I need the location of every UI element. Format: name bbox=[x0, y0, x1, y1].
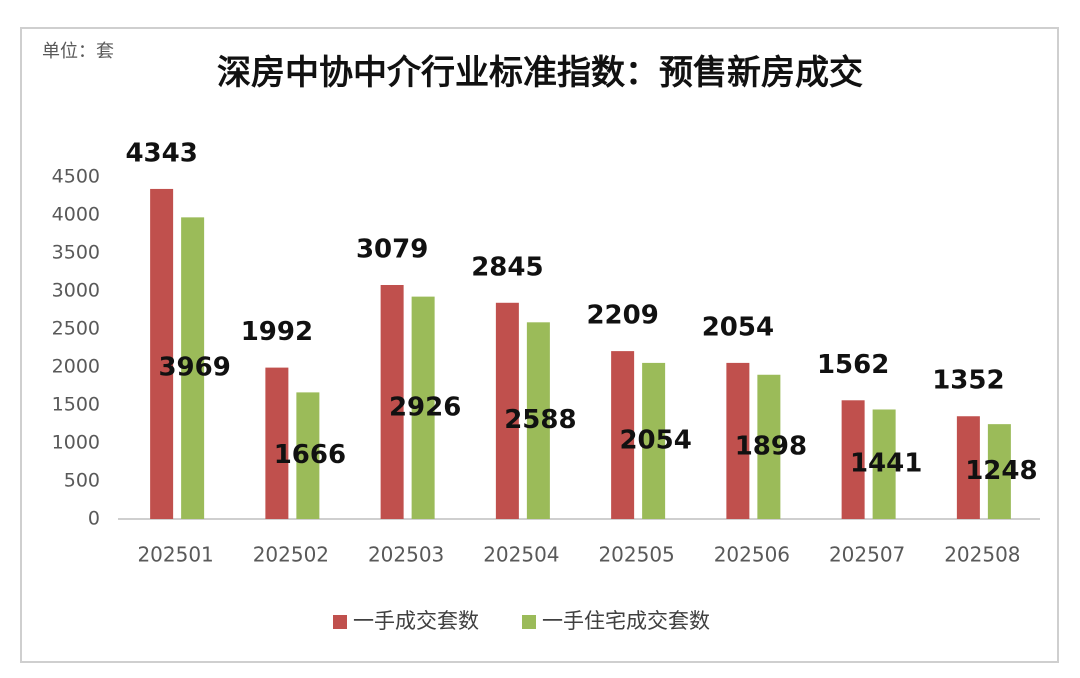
legend-swatch bbox=[522, 615, 536, 629]
chart-title: 深房中协中介行业标准指数：预售新房成交 bbox=[217, 53, 863, 93]
bar bbox=[841, 400, 865, 519]
x-tick-label: 202503 bbox=[368, 543, 444, 567]
value-label: 1898 bbox=[735, 431, 807, 461]
legend-swatch bbox=[333, 615, 347, 629]
x-tick-label: 202507 bbox=[829, 543, 905, 567]
value-label: 2845 bbox=[471, 252, 543, 282]
y-tick-label: 500 bbox=[64, 470, 100, 492]
value-label: 2054 bbox=[619, 425, 691, 455]
y-tick-label: 2000 bbox=[52, 356, 100, 378]
x-tick-label: 202504 bbox=[483, 543, 559, 567]
legend-label: 一手成交套数 bbox=[353, 609, 479, 633]
unit-label: 单位：套 bbox=[42, 41, 114, 62]
value-label: 1666 bbox=[274, 440, 346, 470]
y-tick-label: 1000 bbox=[52, 432, 100, 454]
value-label: 4343 bbox=[125, 138, 197, 168]
legend-label: 一手住宅成交套数 bbox=[542, 609, 710, 633]
bar bbox=[526, 322, 550, 519]
bar bbox=[757, 374, 781, 519]
bar bbox=[726, 362, 750, 519]
x-tick-label: 202505 bbox=[598, 543, 674, 567]
y-tick-label: 0 bbox=[88, 508, 100, 530]
bar bbox=[265, 367, 289, 519]
bar bbox=[380, 284, 404, 519]
y-tick-label: 2500 bbox=[52, 318, 100, 340]
bar bbox=[956, 416, 980, 519]
y-tick-label: 1500 bbox=[52, 394, 100, 416]
x-tick-label: 202506 bbox=[714, 543, 790, 567]
y-tick-label: 3000 bbox=[52, 280, 100, 302]
bar bbox=[411, 296, 435, 519]
value-label: 3079 bbox=[356, 234, 428, 264]
value-label: 1352 bbox=[932, 366, 1004, 396]
value-label: 3969 bbox=[158, 353, 230, 383]
y-tick-label: 4000 bbox=[52, 204, 100, 226]
y-tick-label: 4500 bbox=[52, 166, 100, 188]
value-label: 2054 bbox=[702, 312, 774, 342]
bar bbox=[611, 351, 635, 519]
bar bbox=[872, 409, 896, 519]
x-tick-label: 202502 bbox=[253, 543, 329, 567]
value-label: 2209 bbox=[586, 301, 658, 331]
x-tick-label: 202501 bbox=[137, 543, 213, 567]
bar bbox=[150, 188, 174, 519]
value-label: 1248 bbox=[965, 456, 1037, 486]
value-label: 1562 bbox=[817, 350, 889, 380]
value-label: 2588 bbox=[504, 405, 576, 435]
bar bbox=[495, 302, 519, 519]
bar bbox=[296, 392, 320, 519]
y-tick-label: 3500 bbox=[52, 242, 100, 264]
x-tick-label: 202508 bbox=[944, 543, 1020, 567]
bar bbox=[642, 362, 666, 519]
bar bbox=[181, 217, 205, 519]
bar bbox=[987, 424, 1011, 519]
value-label: 2926 bbox=[389, 392, 461, 422]
value-label: 1992 bbox=[241, 317, 313, 347]
value-label: 1441 bbox=[850, 449, 922, 479]
